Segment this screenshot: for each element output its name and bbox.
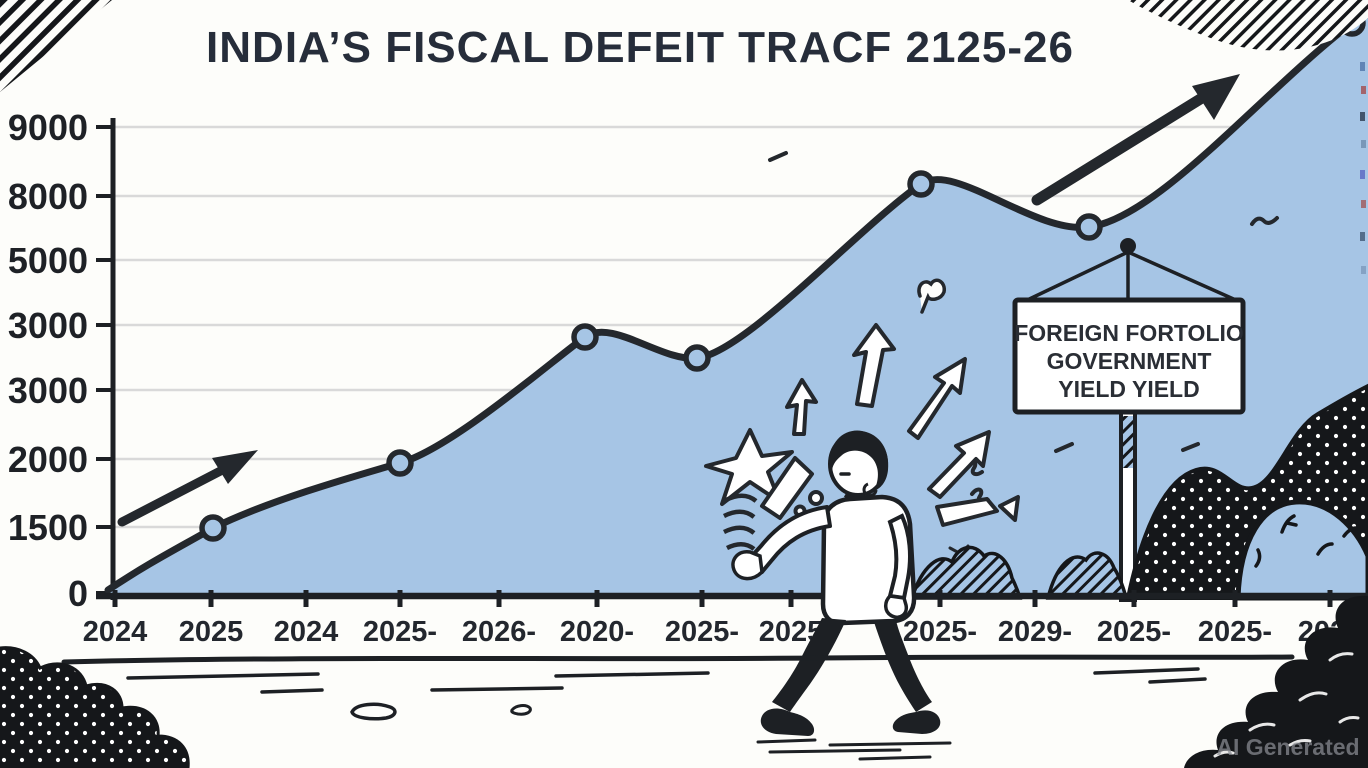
star-cursor-icon [704, 428, 794, 506]
sign-text-line2: GOVERNMENT [1047, 348, 1212, 374]
x-tick-label: 2025 [179, 616, 244, 648]
ai-generated-watermark: AI Generated [1216, 734, 1359, 760]
bird-icon [1250, 216, 1279, 226]
up-right-arrow-icon [907, 357, 967, 440]
top-right-hatch-decoration [1128, 0, 1368, 51]
x-tick-label: 2026- [462, 616, 536, 648]
y-axis-labels: 9000 8000 5000 3000 3000 2000 1500 0 [8, 107, 88, 614]
y-axis [96, 118, 116, 600]
y-tick-label: 2000 [8, 439, 88, 480]
right-edge-noise [1360, 62, 1366, 274]
y-tick-label: 1500 [8, 507, 88, 548]
hatched-hill [909, 545, 1023, 600]
x-axis [96, 590, 1368, 607]
arrow-fragment-icon [998, 495, 1020, 522]
y-tick-label: 3000 [8, 305, 88, 346]
x-tick-label: 2024 [83, 616, 148, 648]
megaphone-icon [760, 456, 814, 520]
y-tick-label: 5000 [8, 240, 88, 281]
dash-doodle [1181, 442, 1200, 452]
x-tick-label: 2025- [665, 616, 739, 648]
man-front-shoe [760, 708, 815, 736]
small-trend-arrow-icon [117, 450, 258, 527]
y-tick-label: 9000 [8, 107, 88, 148]
ground [61, 654, 1295, 721]
sign-board [1012, 297, 1246, 415]
sign-strings [1020, 250, 1239, 305]
marker-1 [199, 514, 227, 542]
x-tick-label: 2024 [274, 616, 339, 648]
man-legs [760, 618, 941, 736]
man-back-shoe [892, 710, 941, 734]
sign-top-knob [1120, 238, 1136, 254]
spade-doodle-icon [917, 278, 946, 314]
man-hair [829, 430, 889, 491]
hatched-hill [1045, 551, 1129, 600]
y-tick-label: 3000 [8, 370, 88, 411]
sign-text-line1: FOREIGN FORTOLIO [1014, 320, 1244, 346]
bush-highlights [1213, 652, 1360, 758]
top-left-hatch-decoration [0, 0, 112, 92]
sign-pole-hatch [1123, 416, 1133, 468]
x-tick-label: 2020- [560, 616, 634, 648]
y-tick-label: 0 [68, 573, 88, 614]
chart-hills [909, 383, 1368, 601]
hill-twigs [1254, 514, 1358, 568]
dash-doodle [768, 151, 788, 162]
marker-3 [571, 323, 599, 351]
marker-5 [907, 170, 935, 198]
sign-text-line3: YIELD YIELD [1058, 376, 1199, 402]
bottom-left-bush [0, 646, 190, 768]
x-tick-label: 2025- [903, 616, 977, 648]
man-ear [862, 482, 878, 498]
chart-title: INDIA’S FISCAL DEFEIT TRACF 2125-26 [206, 23, 1074, 72]
ground-dashes [126, 667, 1207, 694]
walking-man [731, 430, 952, 761]
flat-arrow-icon [935, 497, 999, 527]
man-right-hand [884, 594, 909, 619]
footstep-scribbles [756, 738, 952, 761]
megaphone-knob [808, 490, 824, 506]
up-right-arrow-icon [927, 430, 991, 499]
dash-doodle [1054, 442, 1074, 453]
marker-2 [386, 449, 414, 477]
y-tick-label: 8000 [8, 176, 88, 217]
x-tick-label: 2025- [363, 616, 437, 648]
signpost: FOREIGN FORTOLIO GOVERNMENT YIELD YIELD [1012, 238, 1246, 602]
ground-line [61, 654, 1295, 665]
large-trend-arrow-icon [1031, 74, 1240, 206]
up-arrow-icon [785, 378, 818, 436]
x-axis-labels: 2024 2025 2024 2025- 2026- 2020- 2025- 2… [83, 616, 1363, 648]
white-arrow-cluster [704, 323, 1020, 551]
stone [510, 704, 532, 716]
front-blue-hill [1235, 499, 1368, 601]
man-left-hand [731, 550, 764, 581]
x-tick-label: 2029- [998, 616, 1072, 648]
bottom-right-bush [1184, 595, 1368, 768]
marker-4 [683, 344, 711, 372]
up-arrow-icon [852, 323, 896, 408]
x-tick-label: 2025- [1198, 616, 1272, 648]
marker-6 [1075, 213, 1103, 241]
stone [350, 702, 397, 721]
spring-icon [722, 493, 758, 551]
area-fill [108, 8, 1368, 598]
x-tick-label: 2025- [1097, 616, 1171, 648]
